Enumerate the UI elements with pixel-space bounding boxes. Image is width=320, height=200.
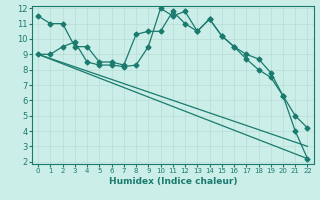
X-axis label: Humidex (Indice chaleur): Humidex (Indice chaleur) xyxy=(108,177,237,186)
